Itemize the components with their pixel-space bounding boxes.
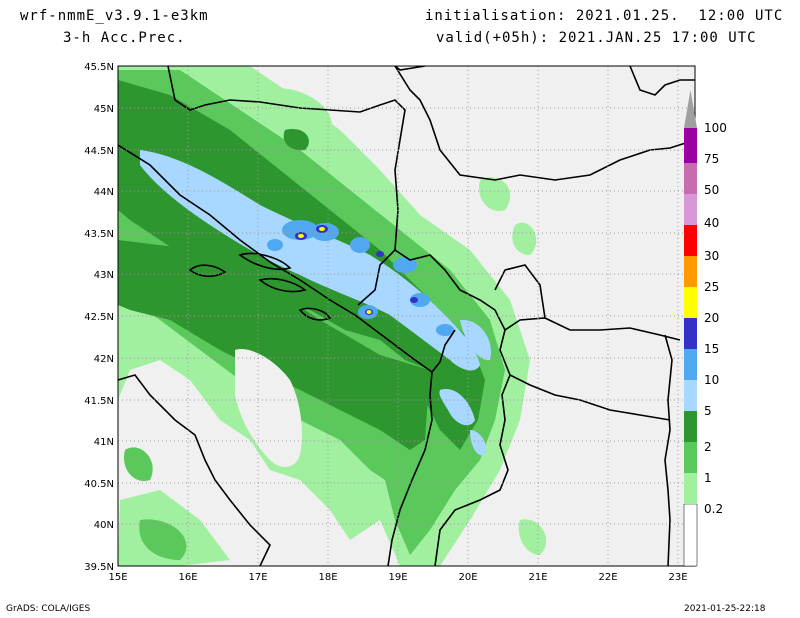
legend-label: 0.2	[704, 502, 723, 516]
lon-label: 22E	[598, 572, 617, 583]
timestamp-text: 2021-01-25-22:18	[684, 604, 766, 614]
color-legend: 0.2 1 2 5 10 15 20 25 30 40 50 75 100	[683, 90, 727, 567]
legend-box-1	[684, 442, 697, 473]
field-title: 3-h Acc.Prec.	[63, 30, 186, 46]
lon-label: 19E	[388, 572, 407, 583]
legend-box-30	[684, 225, 697, 256]
coastlines	[118, 144, 433, 566]
legend-label: 75	[704, 152, 719, 166]
legend-box-5	[684, 380, 697, 411]
lat-label: 42N	[94, 354, 114, 365]
lon-label: 21E	[528, 572, 547, 583]
lat-label: 44.5N	[84, 146, 114, 157]
map-area	[118, 66, 695, 566]
lat-label: 41.5N	[84, 396, 114, 407]
legend-label: 30	[704, 249, 719, 263]
credit-text: GrADS: COLA/IGES	[6, 604, 91, 614]
legend-label: 40	[704, 216, 719, 230]
legend-label: 100	[704, 121, 727, 135]
init-time: initialisation: 2021.01.25. 12:00 UTC	[425, 8, 784, 24]
legend-box-75	[684, 128, 697, 163]
lat-label: 39.5N	[84, 562, 114, 573]
lat-label: 44N	[94, 187, 114, 198]
country-borders	[167, 66, 695, 566]
legend-box-2	[684, 411, 697, 442]
legend-label: 20	[704, 311, 719, 325]
precip-20-layer	[298, 227, 372, 314]
lat-axis: 45.5N 45N 44.5N 44N 43.5N 43N 42.5N 42N …	[84, 62, 114, 573]
lat-label: 43.5N	[84, 229, 114, 240]
sea-areas	[235, 349, 302, 467]
precip-15-layer	[295, 225, 418, 315]
legend-box-20	[684, 287, 697, 318]
legend-label: 5	[704, 404, 712, 418]
model-title: wrf-nmmE_v3.9.1-e3km	[20, 8, 209, 24]
legend-box-10	[684, 349, 697, 380]
legend-box-40	[684, 194, 697, 225]
lat-label: 40.5N	[84, 479, 114, 490]
legend-box-0-2	[684, 473, 697, 504]
lat-label: 45.5N	[84, 62, 114, 73]
legend-top-triangle	[684, 90, 697, 128]
lon-label: 18E	[318, 572, 337, 583]
legend-label: 1	[704, 471, 712, 485]
grid-lines	[118, 66, 695, 566]
legend-label: 50	[704, 183, 719, 197]
valid-time: valid(+05h): 2021.JAN.25 17:00 UTC	[436, 30, 757, 46]
lon-label: 15E	[108, 572, 127, 583]
precip-5-layer	[140, 150, 491, 456]
legend-label: 10	[704, 373, 719, 387]
lon-label: 17E	[248, 572, 267, 583]
lon-label: 16E	[178, 572, 197, 583]
legend-label: 25	[704, 280, 719, 294]
legend-box-50	[684, 163, 697, 194]
lat-label: 41N	[94, 437, 114, 448]
lon-label: 23E	[668, 572, 687, 583]
legend-box-15	[684, 318, 697, 349]
legend-box-25	[684, 256, 697, 287]
lon-label: 20E	[458, 572, 477, 583]
lon-axis: 15E 16E 17E 18E 19E 20E 21E 22E 23E	[108, 572, 687, 583]
lat-label: 42.5N	[84, 312, 114, 323]
lat-label: 43N	[94, 270, 114, 281]
lat-label: 40N	[94, 520, 114, 531]
legend-label: 2	[704, 440, 712, 454]
legend-box-lt0-2	[683, 503, 698, 567]
lat-label: 45N	[94, 104, 114, 115]
legend-label: 15	[704, 342, 719, 356]
